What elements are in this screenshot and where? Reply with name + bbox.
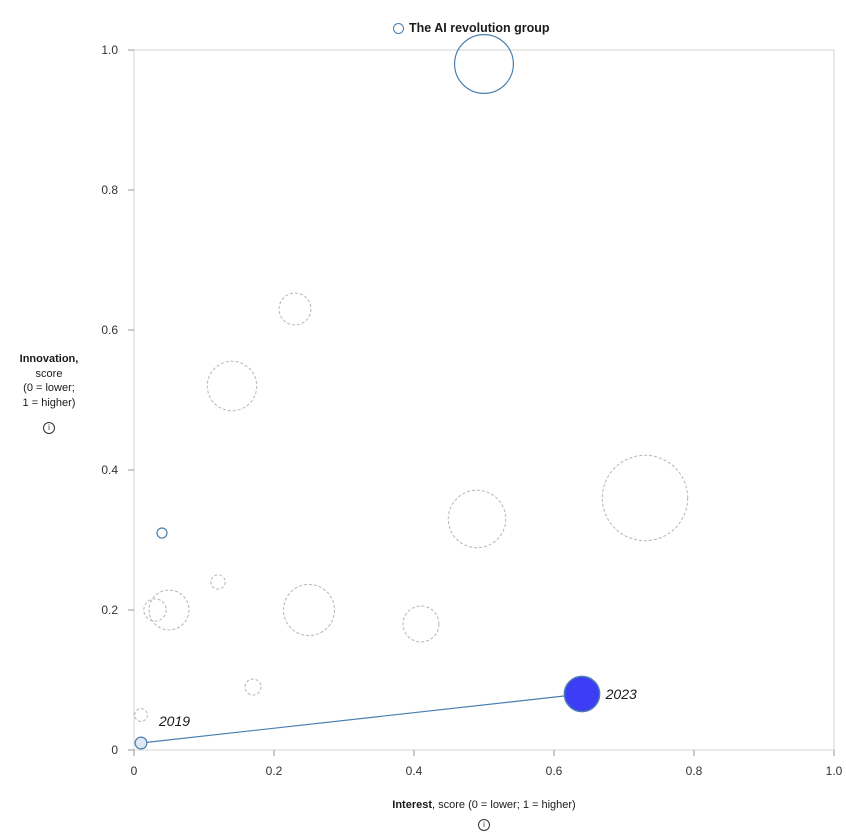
y-tick-label: 0.6: [101, 323, 118, 337]
data-label: 2023: [605, 686, 637, 702]
x-tick-label: 0.2: [266, 764, 283, 778]
y-tick-label: 1.0: [101, 43, 118, 57]
x-axis-title: Interest, score (0 = lower; 1 = higher) …: [284, 799, 684, 831]
x-tick-label: 0.8: [686, 764, 703, 778]
plot-frame: [133, 49, 835, 751]
y-tick-label: 0.4: [101, 463, 118, 477]
y-axis-title-line: (0 = lower;: [23, 382, 75, 394]
x-tick-label: 0.6: [546, 764, 563, 778]
context-bubble: [134, 708, 148, 722]
y-axis-info-icon[interactable]: i: [43, 422, 55, 434]
context-bubble: [206, 360, 258, 412]
highlight-bubbles: 2019 2023: [134, 33, 637, 750]
context-bubbles: [134, 292, 689, 722]
y-axis-title-line: 1 = higher): [22, 396, 76, 409]
x-axis: 0 0.2 0.4 0.6 0.8 1.0: [131, 750, 843, 778]
context-bubble: [402, 605, 440, 643]
x-axis-title-rest: , score (0 = lower; 1 = higher): [432, 799, 576, 811]
context-bubble: [601, 454, 689, 542]
legend-swatch-icon: [393, 22, 404, 34]
y-tick-label: 0: [111, 743, 118, 757]
x-tick-label: 0.4: [406, 764, 423, 778]
y-axis-title-bold: Innovation,: [19, 353, 79, 365]
data-label: 2019: [158, 713, 190, 729]
context-bubble: [210, 574, 226, 590]
y-axis: 0 0.2 0.4 0.6 0.8 1.0: [101, 43, 134, 757]
trajectory-line: [140, 693, 583, 744]
highlight-bubble: [156, 527, 168, 539]
context-bubble: [148, 589, 190, 631]
x-axis-info-icon[interactable]: i: [478, 819, 490, 831]
highlight-bubble: [454, 33, 515, 94]
x-axis-title-bold: Interest: [392, 799, 433, 811]
y-axis-title-line: score: [35, 367, 63, 380]
y-tick-label: 0.8: [101, 183, 118, 197]
context-bubble: [244, 678, 262, 696]
highlight-bubble: [134, 736, 148, 750]
context-bubble: [282, 583, 336, 637]
legend[interactable]: The AI revolution group: [393, 21, 550, 35]
y-tick-label: 0.2: [101, 603, 118, 617]
x-tick-label: 1.0: [826, 764, 843, 778]
legend-label: The AI revolution group: [409, 21, 550, 35]
context-bubble: [143, 598, 167, 622]
highlight-bubble: [563, 675, 601, 713]
context-bubble: [278, 292, 312, 326]
y-axis-title: Innovation, score (0 = lower; 1 = higher…: [4, 352, 94, 435]
context-bubble: [447, 489, 507, 549]
x-tick-label: 0: [131, 764, 138, 778]
